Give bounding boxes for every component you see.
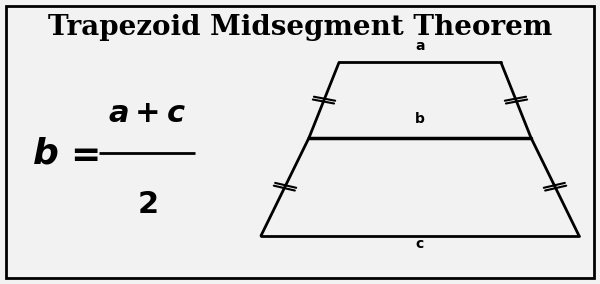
Text: a: a: [415, 39, 425, 53]
Text: Trapezoid Midsegment Theorem: Trapezoid Midsegment Theorem: [48, 14, 552, 41]
Text: c: c: [416, 237, 424, 251]
Text: b: b: [415, 112, 425, 126]
Text: $\boldsymbol{=}$: $\boldsymbol{=}$: [63, 136, 99, 170]
Text: $\boldsymbol{a+c}$: $\boldsymbol{a+c}$: [108, 99, 186, 128]
Text: $\boldsymbol{2}$: $\boldsymbol{2}$: [137, 190, 157, 219]
Text: $\boldsymbol{b}$: $\boldsymbol{b}$: [32, 136, 58, 170]
FancyBboxPatch shape: [6, 6, 594, 278]
